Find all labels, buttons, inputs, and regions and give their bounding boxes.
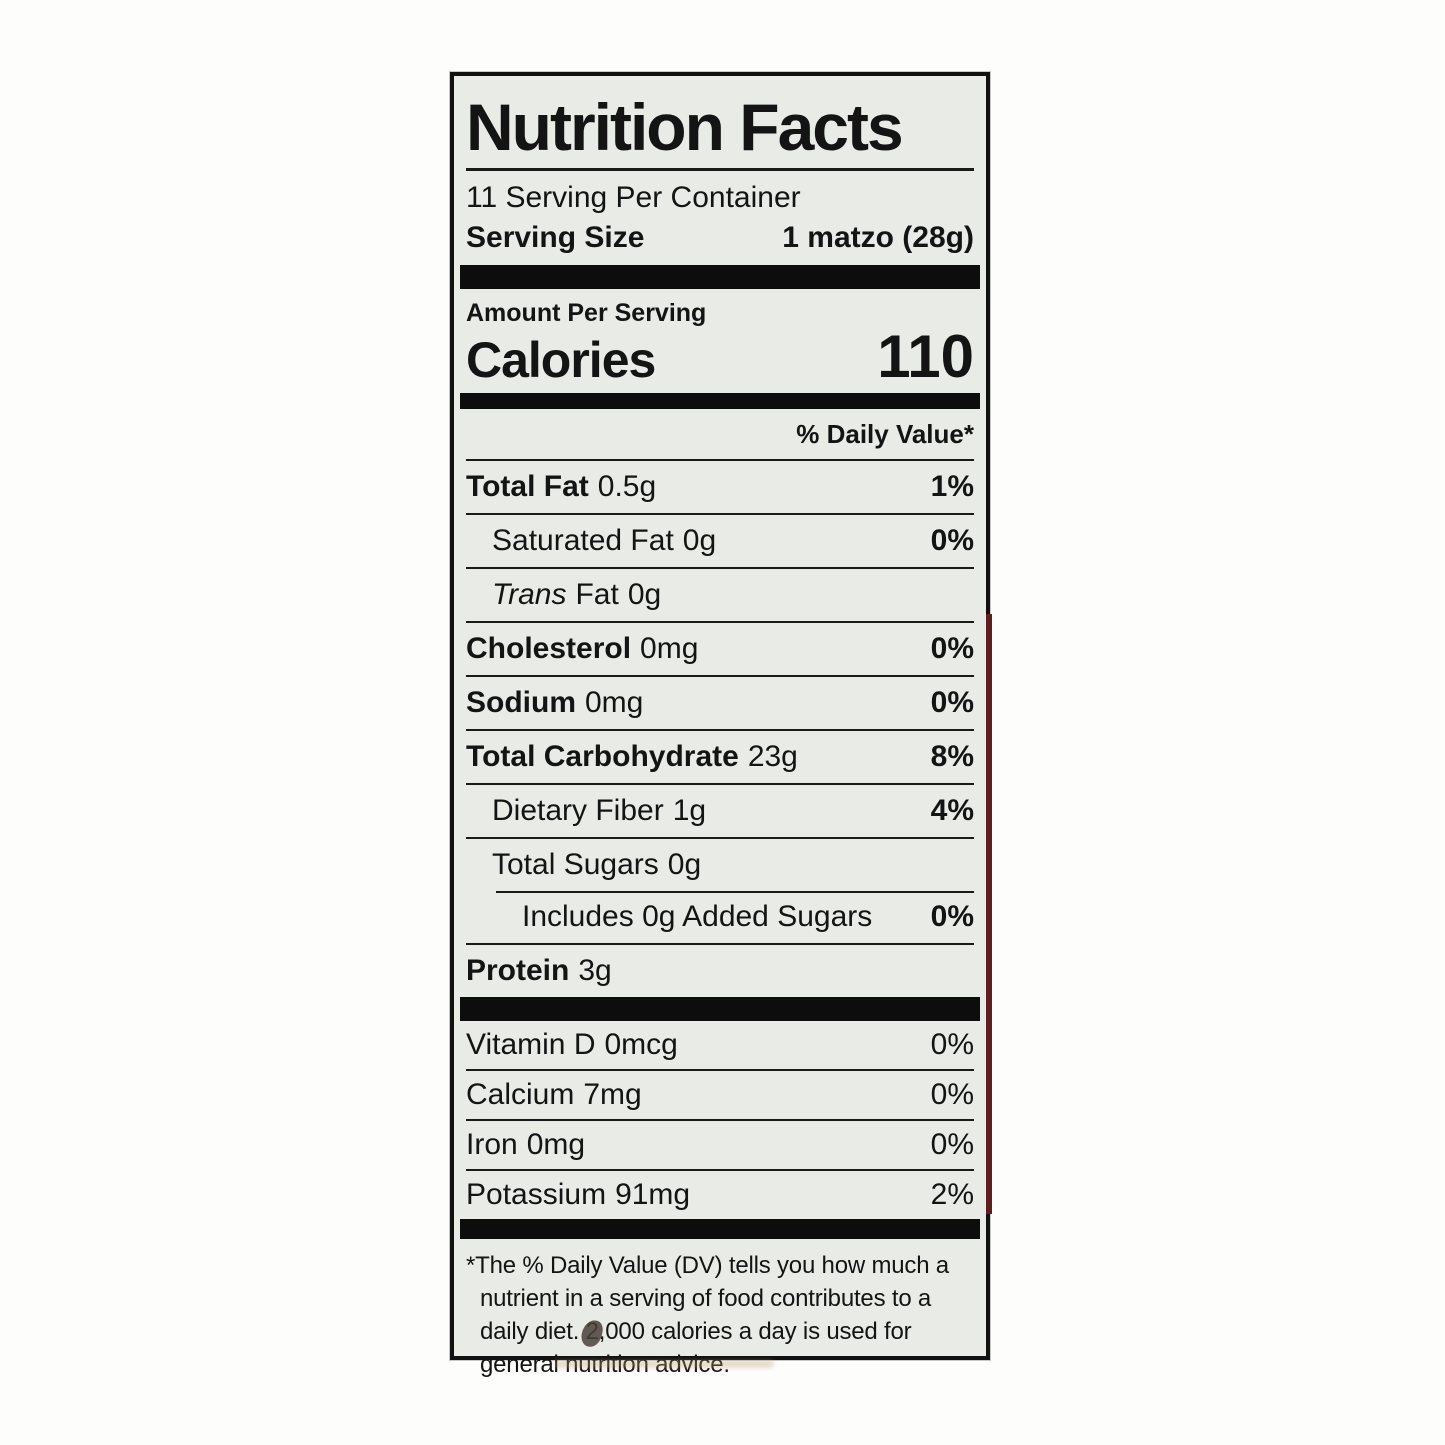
calories-value: 110: [877, 322, 974, 390]
nutrient-amount: 0.5g: [597, 469, 657, 503]
nutrient-name: Protein: [466, 953, 570, 987]
nutrient-name: Calcium: [466, 1077, 575, 1111]
nutrient-name: Fat: [575, 577, 619, 611]
daily-value-header: % Daily Value*: [466, 409, 974, 461]
nutrient-dv: 2%: [930, 1177, 974, 1211]
micronutrient-row-calcium: Calcium 7mg 0%: [466, 1068, 974, 1119]
micronutrient-row-potassium: Potassium 91mg 2%: [466, 1168, 974, 1219]
nutrient-name: Includes 0g Added Sugars: [522, 899, 873, 933]
footnote-line: *The % Daily Value (DV) tells you how mu…: [466, 1251, 949, 1279]
nutrition-facts-label: Nutrition Facts 11 Serving Per Container…: [450, 72, 992, 1378]
calories-label: Calories: [466, 331, 656, 388]
serving-size-label: Serving Size: [466, 220, 645, 254]
nutrient-dv: 0%: [930, 1027, 974, 1061]
nutrient-row-total-carbohydrate: Total Carbohydrate 23g 8%: [466, 728, 974, 783]
nutrient-table: Total Fat 0.5g 1% Saturated Fat 0g 0% Tran…: [466, 461, 974, 997]
nutrient-dv: 4%: [930, 793, 974, 827]
nutrient-row-sodium: Sodium 0mg 0%: [466, 674, 974, 729]
nutrient-amount: 0mcg: [604, 1027, 678, 1061]
nutrient-amount: 3g: [578, 953, 612, 987]
nutrient-amount: 0mg: [585, 685, 644, 719]
thick-divider-calories: [460, 392, 980, 409]
nutrient-amount: 0g: [667, 847, 702, 881]
nutrient-name: Potassium: [466, 1177, 607, 1211]
micronutrient-row-iron: Iron 0mg 0%: [466, 1118, 974, 1169]
nutrient-dv: 0%: [930, 631, 974, 665]
nutrient-name: Vitamin D: [466, 1027, 596, 1061]
nutrient-dv: 0%: [930, 1077, 974, 1111]
micronutrient-table: Vitamin D 0mcg 0% Calcium 7mg 0% Iron 0mg 0…: [466, 1021, 974, 1219]
nutrient-name: Total Fat: [466, 469, 589, 503]
nutrient-name: Total Sugars: [492, 847, 659, 881]
thick-divider-protein: [460, 996, 980, 1021]
label-title: Nutrition Facts: [466, 90, 904, 164]
nutrient-name: Total Carbohydrate: [466, 739, 739, 773]
nutrient-amount: 0g: [627, 577, 662, 611]
nutrient-amount: 0mg: [526, 1127, 586, 1161]
nutrient-dv: 0%: [930, 523, 974, 557]
nutrient-row-total-sugars: Total Sugars 0g: [466, 836, 974, 891]
serving-size-row: Serving Size 1 matzo (28g): [466, 217, 974, 265]
nutrient-amount: 0mg: [640, 631, 699, 665]
nutrient-dv: 0%: [930, 1127, 974, 1161]
package-stain-artifact: [554, 1360, 774, 1368]
nutrient-name: Sodium: [466, 685, 576, 719]
nutrient-row-added-sugars: Includes 0g Added Sugars 0%: [466, 890, 974, 943]
micronutrient-row-vitamin-d: Vitamin D 0mcg 0%: [466, 1021, 974, 1069]
amount-per-serving: Amount Per Serving: [466, 298, 707, 327]
nutrient-dv: 0%: [930, 899, 974, 933]
nutrient-amount: 23g: [747, 739, 798, 773]
servings-per-container: 11 Serving Per Container: [466, 181, 801, 214]
footnote-line: daily diet. 2,000 calories a day is used…: [480, 1317, 912, 1345]
nutrient-row-total-fat: Total Fat 0.5g 1%: [466, 461, 974, 513]
nutrient-dv: 0%: [930, 685, 974, 719]
package-edge-artifact: [986, 614, 992, 1214]
nutrient-dv: 8%: [930, 739, 974, 773]
nutrient-name: Dietary Fiber: [492, 793, 664, 827]
thick-divider-top: [460, 264, 980, 289]
nutrient-dv: 1%: [930, 469, 974, 503]
nutrient-name-italic: Trans: [492, 577, 567, 611]
nutrient-amount: 0g: [682, 523, 717, 557]
nutrient-name: Cholesterol: [466, 631, 632, 665]
calories-row: Calories 110: [466, 322, 974, 393]
nutrient-row-dietary-fiber: Dietary Fiber 1g 4%: [466, 782, 974, 837]
nutrient-amount: 1g: [672, 793, 707, 827]
nutrient-row-cholesterol: Cholesterol 0mg 0%: [466, 620, 974, 675]
nutrient-name: Iron: [466, 1127, 518, 1161]
nutrient-row-protein: Protein 3g: [466, 942, 974, 997]
footnote-line: general nutrition advice.: [480, 1350, 730, 1378]
nutrient-row-trans-fat: Trans Fat 0g: [466, 566, 974, 621]
serving-size-value: 1 matzo (28g): [782, 220, 974, 254]
title-divider: [466, 168, 974, 171]
nutrient-row-saturated-fat: Saturated Fat 0g 0%: [466, 512, 974, 567]
nutrient-amount: 91mg: [615, 1177, 691, 1211]
daily-value-footnote: *The % Daily Value (DV) tells you how mu…: [466, 1239, 974, 1381]
nutrient-name: Saturated Fat: [492, 523, 674, 557]
footnote-line: nutrient in a serving of food contribute…: [480, 1284, 932, 1312]
nutrient-amount: 7mg: [583, 1077, 642, 1111]
thick-divider-bottom: [460, 1218, 980, 1239]
